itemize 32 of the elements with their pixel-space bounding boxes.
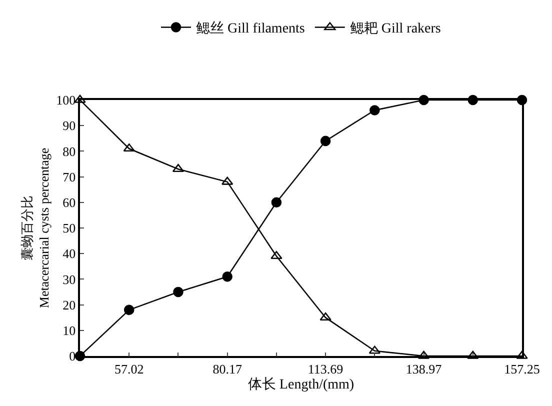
point — [124, 304, 134, 316]
legend-label: 鳃丝 Gill filaments — [196, 20, 305, 37]
x-tick-label: 113.69 — [308, 361, 344, 376]
x-tick-label: 138.97 — [406, 361, 442, 376]
point — [123, 143, 135, 152]
point — [222, 271, 232, 282]
y-tick-label: 70 — [62, 169, 76, 184]
point — [271, 197, 282, 208]
point — [173, 286, 184, 298]
x-tick-label: 57.02 — [114, 361, 144, 376]
y-tick-label: 80 — [62, 144, 76, 159]
point — [516, 350, 528, 359]
legend-label: 鳃耙 Gill rakers — [350, 20, 441, 37]
point — [320, 136, 331, 146]
point — [270, 251, 282, 260]
x-tick-label: 80.17 — [212, 361, 242, 376]
x-tick-label: 157.25 — [504, 361, 540, 376]
y-tick-label: 90 — [62, 118, 76, 134]
y-axis-title: 囊蚴百分比 Metacercarial cysts percentage — [20, 148, 52, 308]
y-tick-label: 0 — [69, 348, 76, 364]
point — [320, 312, 332, 320]
y-tick-label: 30 — [62, 272, 76, 287]
y-tick-label: 20 — [62, 297, 76, 312]
y-tick-label: 10 — [62, 322, 76, 338]
y-tick-label: 60 — [62, 194, 76, 210]
point — [467, 350, 479, 359]
y-tick-label: 50 — [62, 220, 76, 236]
y-tick-label: 40 — [62, 246, 76, 262]
x-axis-title: 体长 Length/(mm) — [248, 376, 354, 392]
point — [370, 105, 380, 116]
point — [172, 164, 184, 172]
y-tick-label: 100 — [56, 92, 76, 108]
